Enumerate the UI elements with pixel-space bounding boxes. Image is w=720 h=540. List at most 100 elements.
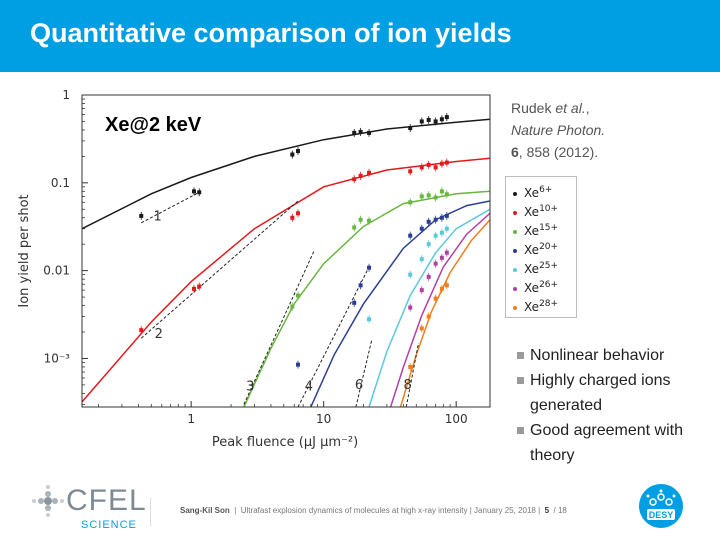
legend-item-xe10plus: Xe10+ xyxy=(513,204,558,222)
slope-guide-line xyxy=(405,342,420,407)
data-point-15plus xyxy=(367,218,372,223)
data-point-6plus xyxy=(444,115,449,120)
data-point-10plus xyxy=(139,328,144,333)
footer-total: / 18 xyxy=(553,506,567,515)
data-point-20plus xyxy=(433,217,438,222)
slope-guides xyxy=(140,191,420,407)
data-point-25plus xyxy=(408,272,413,277)
footer-talk-title: Ultrafast explosion dynamics of molecule… xyxy=(240,506,468,515)
bullet-item: Nonlinear behavior xyxy=(516,343,716,368)
slope-guide-line xyxy=(141,191,200,224)
data-point-25plus xyxy=(367,317,372,322)
legend-label: Xe20+ xyxy=(524,242,559,257)
legend-label: Xe28+ xyxy=(524,299,559,314)
axis-ticks: 1 2 3 4 6 8 1 10 100 1 0.1 0.01 10⁻³ xyxy=(43,88,467,426)
legend-marker-icon xyxy=(513,229,517,234)
data-point-28plus xyxy=(444,283,449,288)
data-point-26plus xyxy=(419,288,424,293)
data-point-10plus xyxy=(290,215,295,220)
citation: Rudek et al., Nature Photon. 6, 858 (201… xyxy=(511,97,605,163)
data-point-20plus xyxy=(439,215,444,220)
legend-marker-icon xyxy=(513,267,517,272)
data-point-6plus xyxy=(433,119,438,124)
data-point-10plus xyxy=(358,173,363,178)
theory-curve-20plus xyxy=(310,200,490,407)
plot-frame xyxy=(81,94,491,408)
data-point-26plus xyxy=(439,255,444,260)
legend-label: Xe15+ xyxy=(524,223,559,238)
ion-yield-chart: 1 2 3 4 6 8 1 10 100 1 0.1 0.01 10⁻³ Xe@2 keV Peak f… xyxy=(17,88,491,450)
data-point-6plus xyxy=(367,130,372,135)
data-point-6plus xyxy=(426,117,431,122)
data-point-6plus xyxy=(439,117,444,122)
theory-curve-6plus xyxy=(82,118,490,230)
legend-item-xe6plus: Xe6+ xyxy=(513,185,552,203)
footer-date: January 25, 2018 xyxy=(474,506,536,515)
x-tick-label: 100 xyxy=(445,412,468,426)
data-point-6plus xyxy=(352,130,357,135)
slope-guide-line xyxy=(243,250,315,405)
data-point-15plus xyxy=(290,304,295,309)
bullet-text: Highly charged ions generated xyxy=(530,372,671,414)
y-tick-label: 0.01 xyxy=(43,264,70,278)
legend-item-xe25plus: Xe25+ xyxy=(513,261,558,279)
slope-label: 3 xyxy=(246,380,254,395)
slope-guide-line xyxy=(355,340,373,407)
data-point-25plus xyxy=(433,233,438,238)
data-point-26plus xyxy=(433,261,438,266)
theory-curve-28plus xyxy=(399,219,490,407)
data-point-28plus xyxy=(419,326,424,331)
slope-label: 8 xyxy=(403,378,411,393)
legend-marker-icon xyxy=(513,210,517,215)
data-point-28plus xyxy=(408,364,413,369)
slide-title: Quantitative comparison of ion yields xyxy=(30,18,512,48)
data-point-15plus xyxy=(408,200,413,205)
data-point-25plus xyxy=(426,242,431,247)
slope-label: 2 xyxy=(155,327,163,342)
legend-item-xe28plus: Xe28+ xyxy=(513,299,558,317)
bullet-text: Nonlinear behavior xyxy=(530,347,665,364)
data-point-20plus xyxy=(352,300,357,305)
data-point-20plus xyxy=(419,226,424,231)
data-point-10plus xyxy=(191,286,196,291)
y-axis-label: Ion yield per shot xyxy=(17,194,32,307)
citation-comma: , xyxy=(585,100,590,116)
footer-page: 5 xyxy=(544,506,550,515)
legend-marker-icon xyxy=(513,305,517,310)
data-point-6plus xyxy=(408,126,413,131)
data-point-6plus xyxy=(358,129,363,134)
data-point-26plus xyxy=(408,305,413,310)
data-point-6plus xyxy=(197,190,202,195)
data-point-20plus xyxy=(444,213,449,218)
data-point-25plus xyxy=(439,230,444,235)
x-axis-label: Peak fluence (μJ μm⁻²) xyxy=(212,435,358,450)
data-point-10plus xyxy=(433,165,438,170)
data-point-10plus xyxy=(426,162,431,167)
data-point-10plus xyxy=(444,160,449,165)
y-tick-label: 10⁻³ xyxy=(44,351,71,365)
desy-logo: DESY xyxy=(639,484,683,528)
legend-label: Xe6+ xyxy=(524,185,553,200)
bullet-square-icon xyxy=(517,352,524,359)
slope-label: 1 xyxy=(154,210,162,225)
title-bar: Quantitative comparison of ion yields xyxy=(0,0,720,72)
citation-etal: et al. xyxy=(555,100,586,116)
citation-journal: Nature Photon. xyxy=(511,122,606,138)
data-point-15plus xyxy=(358,217,363,222)
data-point-10plus xyxy=(408,169,413,174)
bullet-item: Highly charged ions generated xyxy=(516,368,716,418)
data-point-25plus xyxy=(419,257,424,262)
data-point-10plus xyxy=(197,284,202,289)
data-point-6plus xyxy=(139,213,144,218)
bullet-square-icon xyxy=(517,427,524,434)
data-point-10plus xyxy=(352,177,357,182)
theory-curve-10plus xyxy=(82,157,490,403)
slope-label: 4 xyxy=(305,380,313,395)
data-point-20plus xyxy=(408,233,413,238)
y-tick-label: 1 xyxy=(62,88,70,102)
legend-label: Xe10+ xyxy=(524,204,559,219)
slope-guide-line xyxy=(140,200,299,339)
data-point-15plus xyxy=(426,193,431,198)
legend-marker-icon xyxy=(513,248,517,253)
y-tick-label: 0.1 xyxy=(51,176,70,190)
